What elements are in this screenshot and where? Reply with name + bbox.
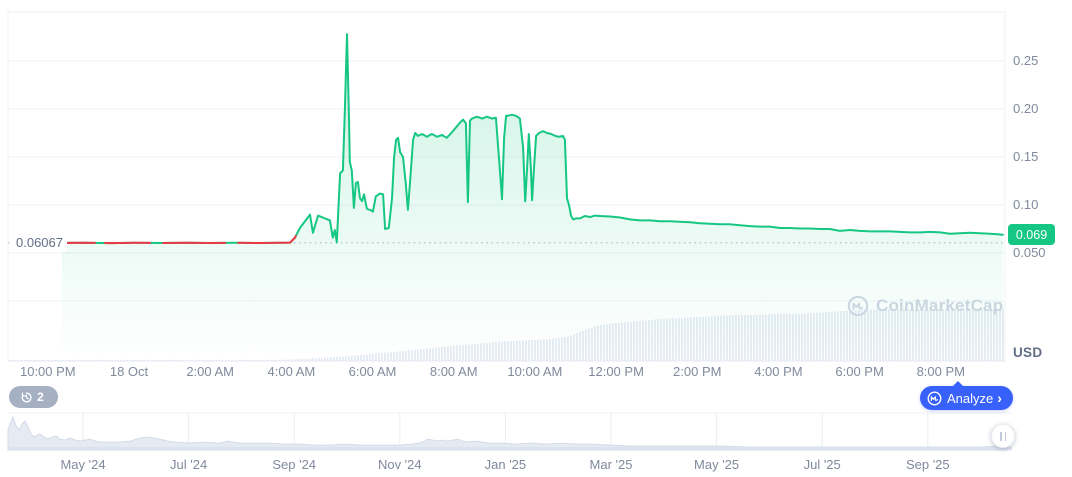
history-icon [20,391,33,404]
x-axis-tick-label: 4:00 AM [267,364,316,379]
y-axis-tick-label: 0.20 [1013,101,1039,116]
navigator-month-label: Jul '25 [803,457,841,472]
x-axis-tick-label: 4:00 PM [754,364,803,379]
x-axis-tick-label: 8:00 AM [429,364,478,379]
x-axis-tick-label: 10:00 AM [507,364,563,379]
analyze-button[interactable]: Analyze › [920,381,1013,410]
currency-unit-label: USD [1013,345,1043,360]
navigator-month-label: May '24 [60,457,106,472]
x-axis-tick-label: 18 Oct [109,364,149,379]
x-axis-tick-label: 12:00 PM [588,364,644,379]
history-count-button[interactable]: 2 [9,386,58,408]
grip-icon [1004,431,1006,441]
x-axis-tick-label: 2:00 PM [673,364,722,379]
navigator-month-label: Sep '25 [905,457,950,472]
current-price-badge: 0.069 [1008,224,1055,245]
navigator-month-label: Jul '24 [170,457,208,472]
y-axis-tick-label: 0.15 [1013,149,1039,164]
chevron-right-icon: › [997,390,1002,406]
x-axis-tick-label: 6:00 AM [348,364,397,379]
navigator-month-label: May '25 [694,457,740,472]
x-axis-tick-label: 8:00 PM [916,364,965,379]
navigator-month-label: Mar '25 [589,457,633,472]
analyze-label: Analyze [947,390,994,406]
y-axis-tick-label: 0.25 [1013,53,1039,68]
x-axis-tick-label: 10:00 PM [19,364,76,379]
grip-icon [1000,431,1002,441]
y-axis-tick-label: 0.050 [1013,245,1046,260]
analyze-logo-icon [927,391,942,406]
navigator-month-label: Jan '25 [484,457,527,472]
x-axis-tick-label: 6:00 PM [835,364,884,379]
navigator-right-handle[interactable] [991,424,1015,448]
y-axis-tick-label: 0.10 [1013,197,1039,212]
history-count: 2 [37,390,44,404]
reference-price-label: 0.06067 [12,235,67,251]
navigator-month-label: Nov '24 [377,457,422,472]
x-axis-tick-label: 2:00 AM [186,364,235,379]
navigator-month-label: Sep '24 [272,457,317,472]
